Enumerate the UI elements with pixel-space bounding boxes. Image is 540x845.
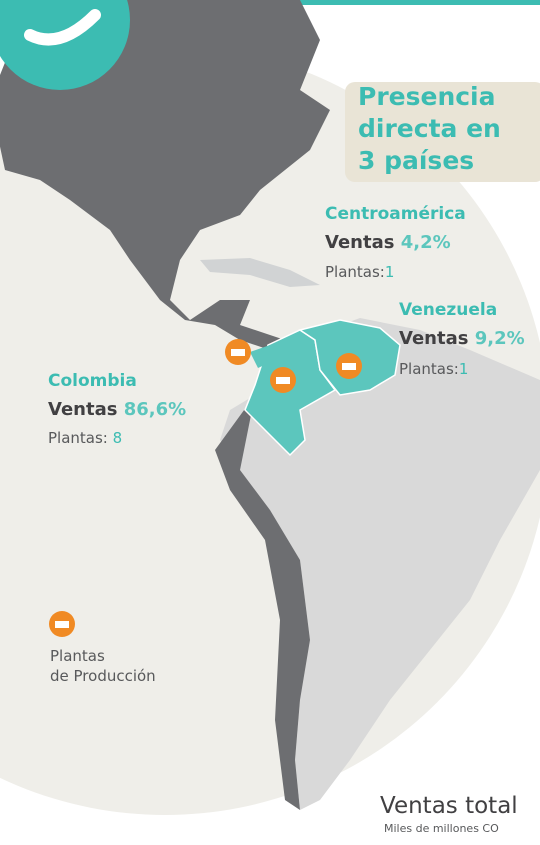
legend-line: de Producción: [50, 667, 156, 685]
region-name: Venezuela: [399, 300, 498, 320]
factory-glyph: [231, 349, 245, 356]
footer-title: Ventas total: [380, 793, 518, 819]
logo-circle: [0, 0, 130, 90]
sales-label: Ventas: [325, 232, 395, 253]
logo: [24, 9, 101, 46]
sales-label: Ventas: [399, 328, 469, 349]
factory-glyph: [276, 377, 290, 384]
region-sales: Ventas 86,6%: [48, 401, 186, 419]
plants-label: Plantas:: [48, 429, 108, 447]
region-plants: Plantas:1: [325, 265, 394, 280]
title-line: Presencia: [358, 82, 496, 111]
plants-label: Plantas:: [325, 263, 385, 281]
sales-value: 4,2%: [400, 232, 451, 253]
andes-coast: [215, 395, 310, 810]
region-sales: Ventas 9,2%: [399, 330, 525, 348]
plants-value: 1: [458, 360, 469, 378]
title-line: 3 países: [358, 146, 475, 175]
region-sales: Ventas 4,2%: [325, 234, 451, 252]
plants-value: 8: [112, 429, 123, 447]
cuba: [200, 258, 320, 287]
title-line: directa en: [358, 114, 501, 143]
footer-subtitle: Miles de millones CO: [384, 822, 499, 835]
sales-label: Ventas: [48, 399, 118, 420]
panama: [250, 345, 275, 368]
sales-value: 9,2%: [474, 328, 525, 349]
region-plants: Plantas: 8: [48, 431, 122, 446]
title-box: [345, 82, 540, 182]
factory-glyph: [55, 621, 69, 628]
sales-value: 86,6%: [123, 399, 187, 420]
region-name: Centroamérica: [325, 204, 466, 224]
north-america: [0, 0, 330, 360]
region-name: Colombia: [48, 371, 137, 391]
legend-line: Plantas: [50, 647, 105, 665]
plants-label: Plantas:: [399, 360, 459, 378]
region-plants: Plantas:1: [399, 362, 468, 377]
factory-glyphs: [55, 349, 356, 628]
plants-value: 1: [384, 263, 395, 281]
factory-glyph: [342, 363, 356, 370]
